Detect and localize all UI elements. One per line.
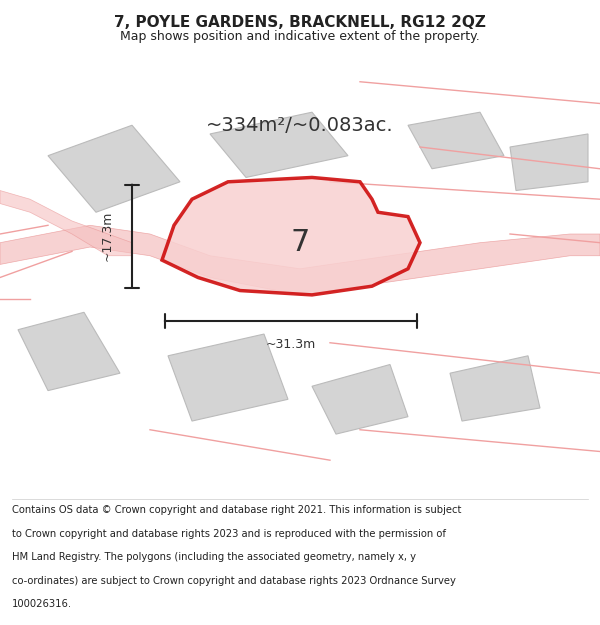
Text: Map shows position and indicative extent of the property.: Map shows position and indicative extent… <box>120 30 480 43</box>
Polygon shape <box>0 225 600 295</box>
Text: 7, POYLE GARDENS, BRACKNELL, RG12 2QZ: 7, POYLE GARDENS, BRACKNELL, RG12 2QZ <box>114 16 486 31</box>
Text: 7: 7 <box>290 228 310 258</box>
Text: ~31.3m: ~31.3m <box>266 338 316 351</box>
Text: ~17.3m: ~17.3m <box>101 211 114 261</box>
Polygon shape <box>162 177 420 295</box>
Polygon shape <box>168 334 288 421</box>
Polygon shape <box>0 191 132 256</box>
Polygon shape <box>408 112 504 169</box>
Text: Contains OS data © Crown copyright and database right 2021. This information is : Contains OS data © Crown copyright and d… <box>12 506 461 516</box>
Polygon shape <box>18 312 120 391</box>
Text: co-ordinates) are subject to Crown copyright and database rights 2023 Ordnance S: co-ordinates) are subject to Crown copyr… <box>12 576 456 586</box>
Text: HM Land Registry. The polygons (including the associated geometry, namely x, y: HM Land Registry. The polygons (includin… <box>12 552 416 562</box>
Text: to Crown copyright and database rights 2023 and is reproduced with the permissio: to Crown copyright and database rights 2… <box>12 529 446 539</box>
Text: ~334m²/~0.083ac.: ~334m²/~0.083ac. <box>206 116 394 135</box>
Text: 100026316.: 100026316. <box>12 599 72 609</box>
Polygon shape <box>210 112 348 178</box>
Polygon shape <box>48 125 180 212</box>
Polygon shape <box>450 356 540 421</box>
Polygon shape <box>510 134 588 191</box>
Polygon shape <box>312 364 408 434</box>
